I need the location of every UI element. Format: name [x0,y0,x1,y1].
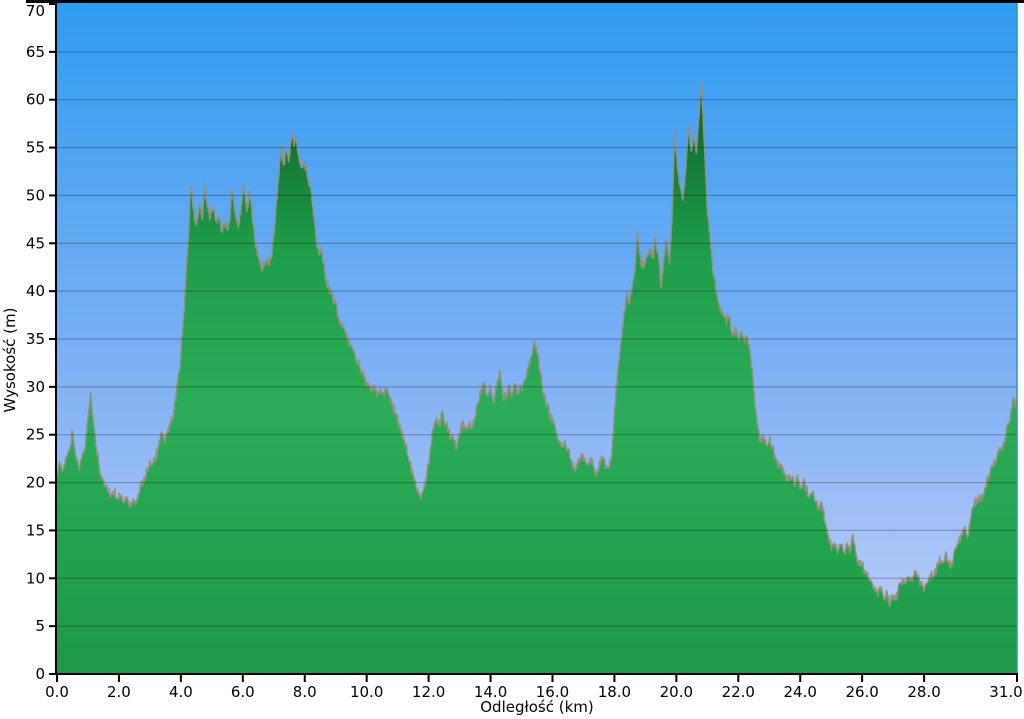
y-tick-label: 10 [26,569,45,587]
y-tick-label: 30 [26,378,45,396]
y-tick-label: 40 [26,282,45,300]
x-tick-label: 0.0 [45,683,69,701]
y-tick-label: 65 [26,43,45,61]
x-tick-label: 12.0 [412,683,445,701]
x-tick-label: 28.0 [907,683,940,701]
x-tick-label: 18.0 [598,683,631,701]
x-tick-label: 20.0 [660,683,693,701]
x-tick-label: 4.0 [169,683,193,701]
x-tick-label: 26.0 [845,683,878,701]
x-tick-label: 6.0 [231,683,255,701]
elevation-area [57,81,1017,674]
y-axis-title: Wysokość (m) [1,308,19,413]
x-tick-label: 8.0 [293,683,317,701]
y-tick-label: 35 [26,330,45,348]
x-tick-label: 24.0 [784,683,817,701]
y-tick-label: 55 [26,139,45,157]
y-tick-label: 70 [26,2,45,20]
x-axis-title: Odległość (km) [480,698,594,716]
y-tick-label: 25 [26,426,45,444]
y-tick-label: 60 [26,91,45,109]
top-frame-line [26,0,1024,3]
x-axis-ticks: 0.0 2.0 4.0 6.0 8.0 10.0 12.0 14.0 16.0 18.0 20.0 2… [45,674,1023,701]
y-tick-label: 45 [26,234,45,252]
x-tick-label: 22.0 [722,683,755,701]
x-tick-label: 14.0 [474,683,507,701]
elevation-line [57,80,1017,608]
y-tick-label: 0 [35,665,45,683]
x-tick-label: 16.0 [536,683,569,701]
y-tick-label: 15 [26,521,45,539]
x-tick-label: 10.0 [350,683,383,701]
x-tick-label: 2.0 [107,683,131,701]
y-tick-label: 20 [26,474,45,492]
x-tick-label: 31.0 [989,683,1022,701]
gridlines [57,51,1017,627]
y-tick-label: 50 [26,186,45,204]
y-tick-label: 5 [35,617,45,635]
y-axis-ticks: 0 5 10 15 20 25 30 35 40 45 50 55 60 65 70 [26,2,57,683]
